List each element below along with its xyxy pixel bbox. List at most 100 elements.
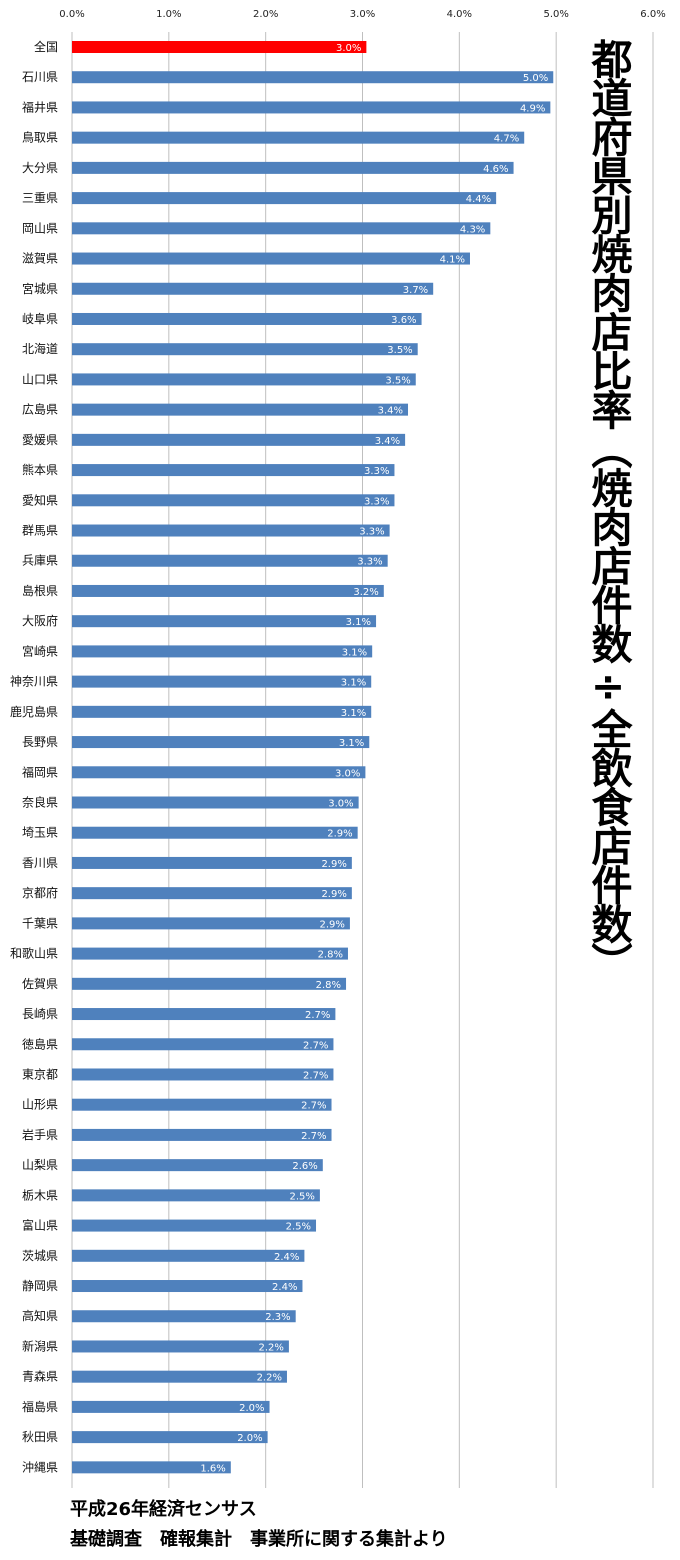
value-label: 2.9%: [327, 829, 352, 840]
category-label: 大分県: [22, 161, 58, 175]
x-tick-label: 3.0%: [350, 9, 375, 20]
category-label: 香川県: [22, 856, 58, 870]
bar: [72, 1038, 334, 1051]
category-label: 熊本県: [22, 462, 58, 477]
category-label: 全国: [34, 39, 58, 54]
category-label: 栃木県: [22, 1188, 58, 1202]
category-label: 鳥取県: [22, 130, 58, 145]
value-label: 2.7%: [301, 1131, 326, 1142]
bar: [72, 1098, 332, 1111]
bar: [72, 705, 372, 718]
bar: [72, 1461, 231, 1474]
value-label: 2.7%: [305, 1010, 330, 1021]
value-label: 3.5%: [387, 345, 412, 356]
value-label: 3.1%: [341, 678, 366, 689]
bar: [72, 101, 551, 114]
category-label: 長野県: [22, 735, 58, 749]
value-label: 2.6%: [292, 1161, 317, 1172]
x-tick-label: 4.0%: [447, 9, 472, 20]
value-label: 3.5%: [385, 375, 410, 386]
bar: [72, 826, 358, 839]
category-label: 石川県: [22, 70, 58, 84]
category-label: 秋田県: [22, 1430, 58, 1444]
category-label: 山口県: [22, 372, 58, 386]
category-label: 福島県: [22, 1399, 58, 1414]
bar: [72, 282, 434, 295]
value-label: 2.9%: [321, 859, 346, 870]
value-label: 3.0%: [328, 799, 353, 810]
value-label: 2.3%: [265, 1312, 290, 1323]
category-label: 奈良県: [22, 795, 58, 810]
value-label: 4.7%: [494, 134, 519, 145]
bar: [72, 675, 372, 688]
category-label: 徳島県: [22, 1036, 58, 1051]
bars: [72, 41, 554, 1474]
value-label: 1.6%: [200, 1463, 225, 1474]
bar: [72, 1249, 305, 1262]
gridlines: [71, 32, 654, 1488]
bar: [72, 1159, 323, 1172]
bar: [72, 917, 350, 930]
source-line-2: 基礎調査 確報集計 事業所に関する集計より: [70, 1529, 448, 1550]
category-label: 大阪府: [22, 613, 58, 628]
value-label: 2.5%: [289, 1191, 314, 1202]
value-label: 2.7%: [301, 1101, 326, 1112]
bar: [72, 1068, 334, 1081]
category-label: 滋賀県: [22, 252, 58, 266]
category-label: 岩手県: [22, 1127, 58, 1142]
bar: [72, 1340, 289, 1353]
bar: [72, 1310, 296, 1323]
bar: [72, 1219, 317, 1232]
bar: [72, 252, 470, 265]
bar: [72, 1189, 320, 1202]
value-label: 4.3%: [460, 224, 485, 235]
category-label: 愛知県: [22, 493, 58, 507]
value-label: 3.7%: [403, 285, 428, 296]
bar: [72, 1431, 268, 1444]
value-label: 2.2%: [257, 1373, 282, 1384]
category-label: 北海道: [22, 341, 58, 356]
category-label: 富山県: [22, 1218, 58, 1233]
chart-title: 都道府県別焼肉店比率（焼肉店件数÷全飲食店件数）: [578, 38, 638, 981]
value-label: 2.4%: [272, 1282, 297, 1293]
value-label: 3.3%: [357, 557, 382, 568]
value-label: 3.3%: [359, 527, 384, 538]
category-label: 広島県: [22, 402, 58, 417]
category-label: 神奈川県: [10, 675, 58, 689]
value-label: 2.7%: [303, 1040, 328, 1051]
category-label: 群馬県: [22, 524, 58, 538]
bar: [72, 433, 406, 446]
value-label: 4.6%: [483, 164, 508, 175]
bar: [72, 947, 348, 960]
x-tick-label: 0.0%: [59, 9, 84, 20]
value-label: 2.8%: [318, 950, 343, 961]
bar: [72, 1128, 332, 1141]
value-label: 3.4%: [378, 406, 403, 417]
bar: [72, 645, 373, 658]
x-tick-label: 2.0%: [253, 9, 278, 20]
category-label: 新潟県: [22, 1338, 58, 1353]
bar: [72, 856, 352, 869]
bar: [72, 373, 416, 386]
bar: [72, 766, 366, 779]
value-label: 3.1%: [346, 617, 371, 628]
value-label: 2.2%: [259, 1342, 284, 1353]
bar: [72, 584, 384, 597]
value-label: 2.7%: [303, 1070, 328, 1081]
bar: [72, 1370, 287, 1383]
bar: [72, 222, 491, 235]
value-label: 3.6%: [391, 315, 416, 326]
bar: [72, 71, 554, 84]
category-label: 沖縄県: [22, 1459, 58, 1474]
value-label: 3.4%: [375, 436, 400, 447]
category-label: 佐賀県: [22, 977, 58, 991]
category-label: 福井県: [22, 99, 58, 114]
value-label: 2.5%: [286, 1222, 311, 1233]
bar: [72, 131, 525, 144]
category-label: 岐阜県: [22, 312, 58, 326]
x-tick-label: 1.0%: [156, 9, 181, 20]
category-label: 山梨県: [22, 1158, 58, 1172]
bar: [72, 1008, 336, 1021]
value-label: 4.4%: [466, 194, 491, 205]
